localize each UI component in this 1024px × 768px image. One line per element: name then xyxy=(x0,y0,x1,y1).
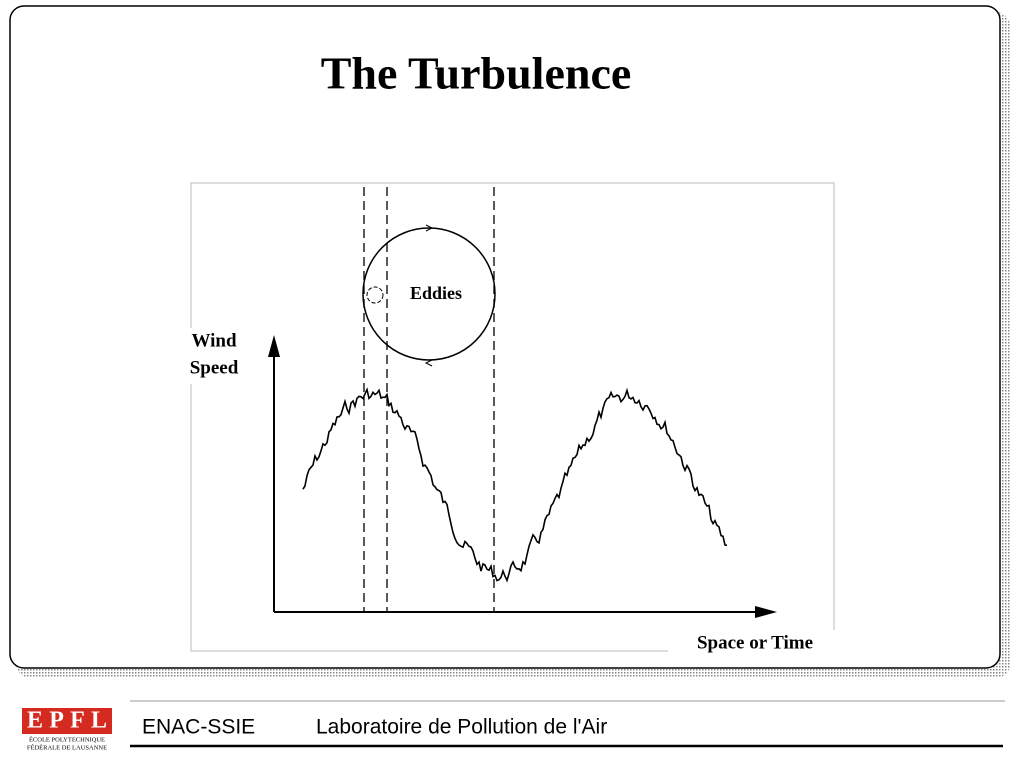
footer: EPFL ÉCOLE POLYTECHNIQUE FÉDÉRALE DE LAU… xyxy=(22,700,1005,751)
y-axis-label: Speed xyxy=(190,357,239,378)
wind-signal xyxy=(302,387,728,583)
small-eddy xyxy=(366,286,384,304)
logo-caption: FÉDÉRALE DE LAUSANNE xyxy=(27,743,107,751)
label-bg xyxy=(398,282,474,308)
x-axis-label: Space or Time xyxy=(697,632,813,653)
eddies-label: Eddies xyxy=(410,283,462,303)
label-bg xyxy=(668,630,838,658)
eddy-arrows xyxy=(424,224,434,367)
logo-caption: ÉCOLE POLYTECHNIQUE xyxy=(29,735,105,743)
diagram: Eddies Wind Speed Space or Time xyxy=(184,182,838,658)
slide-title: The Turbulence xyxy=(321,48,632,99)
diagram-box xyxy=(190,182,835,652)
y-axis-label: Wind xyxy=(191,330,237,351)
label-bg xyxy=(184,328,246,384)
footer-unit: ENAC-SSIE xyxy=(142,716,255,739)
x-arrow xyxy=(755,606,777,618)
y-arrow xyxy=(268,335,280,357)
footer-lab: Laboratoire de Pollution de l'Air xyxy=(316,716,607,739)
logo-block xyxy=(22,708,112,734)
dashed-guides xyxy=(363,187,495,612)
large-eddy xyxy=(362,227,496,361)
